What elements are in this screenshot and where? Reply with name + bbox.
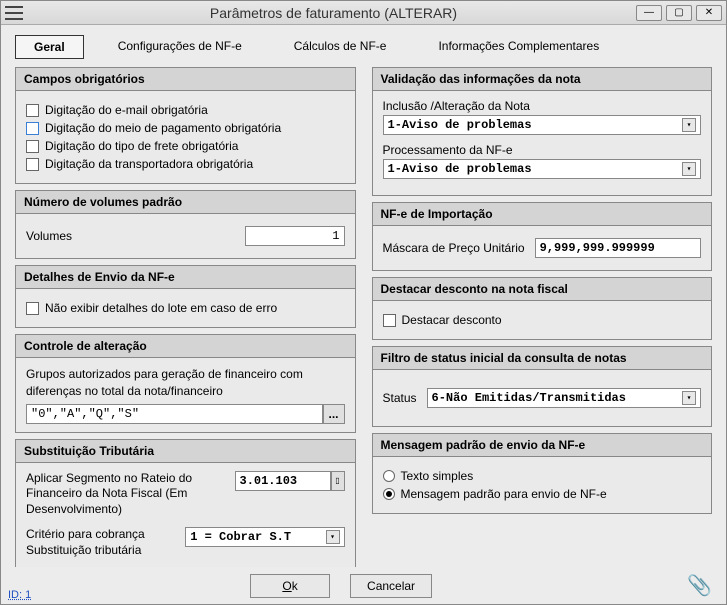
volumes-body: Volumes (15, 214, 356, 259)
tab-nfe-calc[interactable]: Cálculos de NF-e (276, 35, 405, 59)
segment-lookup-button[interactable]: ▯ (331, 471, 345, 491)
groups-lookup-button[interactable]: ... (323, 404, 345, 424)
msg-header: Mensagem padrão de envio da NF-e (372, 433, 713, 457)
criterion-label: Critério para cobrança Substituição trib… (26, 527, 175, 558)
minimize-button[interactable]: — (636, 5, 662, 21)
send-header: Detalhes de Envio da NF-e (15, 265, 356, 289)
st-body: Aplicar Segmento no Rateio do Financeiro… (15, 463, 356, 567)
msg-body: Texto simples Mensagem padrão para envio… (372, 457, 713, 514)
chk-hide-lot[interactable] (26, 302, 39, 315)
chk-hide-lot-label: Não exibir detalhes do lote em caso de e… (45, 301, 277, 315)
criterion-select[interactable]: 1 = Cobrar S.T ▾ (185, 527, 344, 547)
st-header: Substituição Tributária (15, 439, 356, 463)
discount-header: Destacar desconto na nota fiscal (372, 277, 713, 301)
groups-label: Grupos autorizados para geração de finan… (26, 366, 345, 400)
chk-freight[interactable] (26, 140, 39, 153)
ok-button[interactable]: Ok (250, 574, 330, 598)
close-button[interactable]: ✕ (696, 5, 722, 21)
attachment-icon[interactable]: 📎 (687, 573, 712, 598)
chk-email-label: Digitação do e-mail obrigatória (45, 103, 208, 117)
discount-body: Destacar desconto (372, 301, 713, 340)
segment-input[interactable] (235, 471, 331, 491)
mask-input[interactable] (535, 238, 701, 258)
import-body: Máscara de Preço Unitário (372, 226, 713, 271)
radio-simple[interactable] (383, 470, 395, 482)
left-column: Campos obrigatórios Digitação do e-mail … (15, 67, 356, 559)
content-area: Campos obrigatórios Digitação do e-mail … (1, 59, 726, 567)
chk-freight-label: Digitação do tipo de frete obrigatória (45, 139, 238, 153)
groups-input[interactable] (26, 404, 323, 424)
volumes-header: Número de volumes padrão (15, 190, 356, 214)
right-column: Validação das informações da nota Inclus… (372, 67, 713, 559)
chk-carrier-label: Digitação da transportadora obrigatória (45, 157, 253, 171)
mandatory-fields-header: Campos obrigatórios (15, 67, 356, 91)
criterion-value: 1 = Cobrar S.T (190, 530, 291, 544)
radio-default[interactable] (383, 488, 395, 500)
menu-icon[interactable] (5, 6, 23, 20)
main-window: Parâmetros de faturamento (ALTERAR) — ▢ … (0, 0, 727, 605)
chk-payment[interactable] (26, 122, 39, 135)
window-title: Parâmetros de faturamento (ALTERAR) (31, 5, 636, 21)
tab-bar: Geral Configurações de NF-e Cálculos de … (1, 25, 726, 59)
status-value: 6-Não Emitidas/Transmitidas (432, 391, 626, 405)
chevron-down-icon: ▾ (326, 530, 340, 544)
change-control-body: Grupos autorizados para geração de finan… (15, 358, 356, 433)
window-controls: — ▢ ✕ (636, 5, 722, 21)
chevron-down-icon: ▾ (682, 118, 696, 132)
titlebar: Parâmetros de faturamento (ALTERAR) — ▢ … (1, 1, 726, 25)
maximize-button[interactable]: ▢ (666, 5, 692, 21)
tab-comp-info[interactable]: Informações Complementares (420, 35, 617, 59)
proc-label: Processamento da NF-e (383, 143, 702, 157)
status-select[interactable]: 6-Não Emitidas/Transmitidas ▾ (427, 388, 701, 408)
tab-general[interactable]: Geral (15, 35, 84, 59)
chevron-down-icon: ▾ (682, 391, 696, 405)
proc-select[interactable]: 1-Aviso de problemas ▾ (383, 159, 702, 179)
cancel-button[interactable]: Cancelar (350, 574, 432, 598)
include-select[interactable]: 1-Aviso de problemas ▾ (383, 115, 702, 135)
id-label[interactable]: ID: 1 (8, 589, 31, 601)
mandatory-fields-body: Digitação do e-mail obrigatória Digitaçã… (15, 91, 356, 184)
radio-simple-label: Texto simples (401, 469, 474, 483)
volumes-label: Volumes (26, 229, 72, 243)
footer: ID: 1 Ok Cancelar 📎 (1, 567, 726, 604)
segment-label: Aplicar Segmento no Rateio do Financeiro… (26, 471, 225, 518)
tab-nfe-config[interactable]: Configurações de NF-e (100, 35, 260, 59)
proc-value: 1-Aviso de problemas (388, 162, 532, 176)
chevron-down-icon: ▾ (682, 162, 696, 176)
filter-header: Filtro de status inicial da consulta de … (372, 346, 713, 370)
send-body: Não exibir detalhes do lote em caso de e… (15, 289, 356, 328)
chk-discount-label: Destacar desconto (402, 313, 502, 327)
radio-default-label: Mensagem padrão para envio de NF-e (401, 487, 607, 501)
status-label: Status (383, 391, 417, 405)
filter-body: Status 6-Não Emitidas/Transmitidas ▾ (372, 370, 713, 427)
import-header: NF-e de Importação (372, 202, 713, 226)
chk-email[interactable] (26, 104, 39, 117)
chk-carrier[interactable] (26, 158, 39, 171)
include-value: 1-Aviso de problemas (388, 118, 532, 132)
volumes-input[interactable] (245, 226, 345, 246)
validation-header: Validação das informações da nota (372, 67, 713, 91)
validation-body: Inclusão /Alteração da Nota 1-Aviso de p… (372, 91, 713, 196)
change-control-header: Controle de alteração (15, 334, 356, 358)
mask-label: Máscara de Preço Unitário (383, 241, 525, 255)
chk-discount[interactable] (383, 314, 396, 327)
include-label: Inclusão /Alteração da Nota (383, 99, 702, 113)
chk-payment-label: Digitação do meio de pagamento obrigatór… (45, 121, 281, 135)
